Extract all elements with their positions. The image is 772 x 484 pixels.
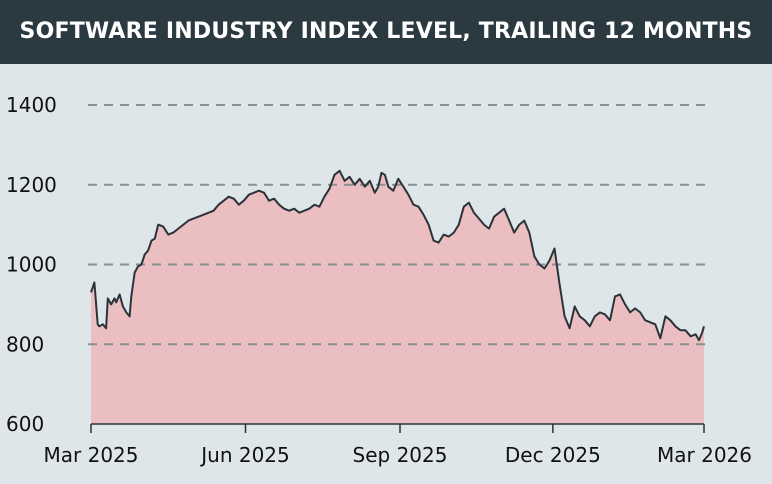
x-tick-label-0: Mar 2025 (44, 443, 139, 467)
x-tick-label-1: Jun 2025 (199, 443, 290, 467)
x-tick-label-2: Sep 2025 (353, 443, 448, 467)
x-tick-label-3: Dec 2025 (505, 443, 601, 467)
chart-title: SOFTWARE INDUSTRY INDEX LEVEL, TRAILING … (19, 19, 753, 44)
series-line (90, 169, 705, 342)
y-tick-label-800: 800 (6, 332, 44, 356)
x-tick-label-4: Mar 2026 (657, 443, 752, 467)
y-tick-label-1000: 1000 (6, 253, 57, 277)
y-tick-label-1400: 1400 (6, 93, 57, 117)
area-fill (91, 170, 704, 424)
y-tick-label-1200: 1200 (6, 173, 57, 197)
title-bar: SOFTWARE INDUSTRY INDEX LEVEL, TRAILING … (0, 0, 772, 64)
y-tick-label-600: 600 (6, 412, 44, 436)
